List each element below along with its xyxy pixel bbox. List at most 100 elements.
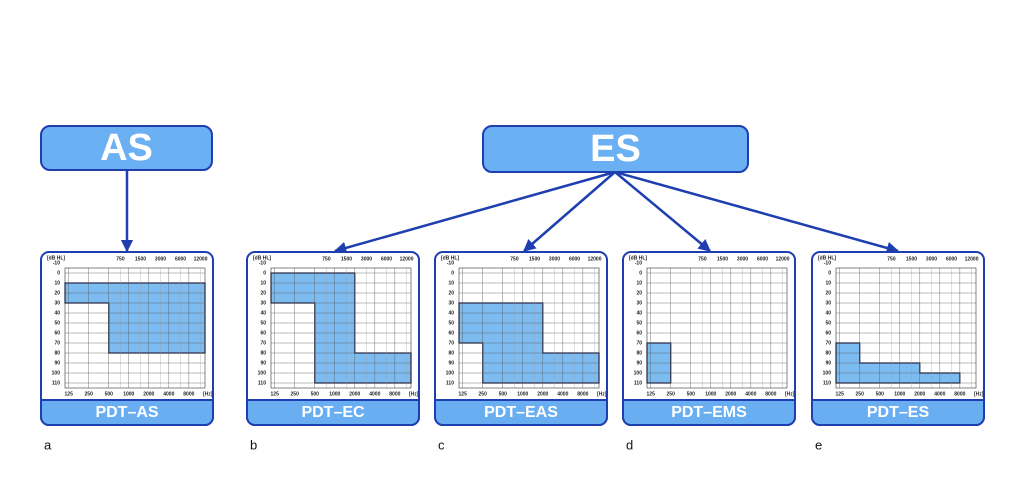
x-tick-label: 1000 [329, 391, 340, 397]
y-tick-label: 40 [54, 310, 60, 316]
x-tick-label: 4000 [163, 391, 174, 397]
node-box [482, 125, 749, 173]
x-tick-label: 3000 [926, 256, 937, 262]
x-tick-label: 250 [85, 391, 94, 397]
panel-label: PDT–EMS [671, 404, 747, 421]
y-tick-label: 0 [451, 270, 454, 276]
arrow [333, 170, 616, 254]
y-tick-label: 20 [54, 290, 60, 296]
x-tick-label: 1500 [906, 256, 917, 262]
y-unit: [dB HL] [629, 255, 647, 261]
plot-frame [64, 267, 206, 389]
y-tick-label: 40 [825, 310, 831, 316]
x-tick-label: 1000 [705, 391, 716, 397]
y-tick-label: 30 [260, 300, 266, 306]
x-tick-label: 1000 [894, 391, 905, 397]
plot-frame [646, 267, 788, 389]
plot-frame [270, 267, 412, 389]
y-tick-label: 60 [825, 330, 831, 336]
audiogram-panel: -10 0 10 20 30 40 50 60 70 80 90 100 110 125 250 500 100… [246, 251, 420, 452]
y-tick-label: 100 [446, 370, 455, 376]
y-tick-label: -10 [259, 260, 266, 266]
label-band [40, 399, 214, 426]
y-tick-label: 20 [636, 290, 642, 296]
y-tick-label: 70 [260, 340, 266, 346]
x-tick-label: 12000 [776, 256, 790, 262]
y-tick-label: -10 [53, 260, 60, 266]
x-tick-label: 8000 [765, 391, 776, 397]
x-tick-label: 1500 [529, 256, 540, 262]
y-tick-label: 30 [825, 300, 831, 306]
x-tick-label: 4000 [369, 391, 380, 397]
arrow [523, 171, 616, 252]
y-tick-label: 70 [54, 340, 60, 346]
y-tick-label: 100 [823, 370, 832, 376]
plot-frame [835, 267, 977, 389]
x-tick-label: 500 [105, 391, 114, 397]
x-tick-label: 12000 [588, 256, 602, 262]
x-tick-label: 3000 [155, 256, 166, 262]
y-tick-label: 90 [825, 360, 831, 366]
y-tick-label: 110 [52, 380, 60, 386]
x-tick-label: 750 [510, 256, 519, 262]
y-tick-label: 70 [636, 340, 642, 346]
y-tick-label: 80 [260, 350, 266, 356]
x-tick-label: 125 [647, 391, 656, 397]
x-tick-label: 1000 [123, 391, 134, 397]
x-tick-label: 1500 [135, 256, 146, 262]
label-band [434, 399, 608, 426]
x-tick-label: 8000 [389, 391, 400, 397]
x-tick-label: 750 [698, 256, 707, 262]
x-tick-label: 1500 [717, 256, 728, 262]
x-tick-label: 125 [836, 391, 845, 397]
panel-letter: c [438, 437, 445, 452]
x-tick-label: 8000 [954, 391, 965, 397]
y-tick-label: 90 [448, 360, 454, 366]
panel-label: PDT–EAS [484, 404, 558, 421]
x-tick-label: 4000 [557, 391, 568, 397]
panel-letter: d [626, 437, 633, 452]
x-tick-label: 4000 [745, 391, 756, 397]
y-tick-label: 0 [639, 270, 642, 276]
y-tick-label: 20 [825, 290, 831, 296]
y-tick-label: 60 [260, 330, 266, 336]
y-tick-label: 30 [636, 300, 642, 306]
x-tick-label: 6000 [946, 256, 957, 262]
x-tick-label: 6000 [381, 256, 392, 262]
y-tick-label: 10 [54, 280, 60, 286]
x-tick-label: 250 [667, 391, 676, 397]
y-tick-label: 40 [636, 310, 642, 316]
x-unit: [Hz] [974, 391, 984, 397]
y-tick-label: 10 [636, 280, 642, 286]
label-band [622, 399, 796, 426]
plot-frame [458, 267, 600, 389]
y-tick-label: 60 [448, 330, 454, 336]
x-tick-label: 3000 [737, 256, 748, 262]
panel-label: PDT–EC [301, 404, 365, 421]
y-tick-label: 0 [263, 270, 266, 276]
panel-label: PDT–ES [867, 404, 930, 421]
y-tick-label: 80 [54, 350, 60, 356]
y-tick-label: 20 [448, 290, 454, 296]
x-tick-label: 2000 [537, 391, 548, 397]
x-tick-label: 8000 [183, 391, 194, 397]
x-tick-label: 500 [499, 391, 508, 397]
y-tick-label: 90 [54, 360, 60, 366]
x-tick-label: 750 [887, 256, 896, 262]
x-tick-label: 8000 [577, 391, 588, 397]
y-tick-label: 30 [448, 300, 454, 306]
y-tick-label: 50 [260, 320, 266, 326]
x-tick-label: 250 [856, 391, 865, 397]
audiogram-panel: -10 0 10 20 30 40 50 60 70 80 90 100 110 125 250 500 100… [434, 251, 608, 452]
x-tick-label: 125 [459, 391, 468, 397]
y-tick-label: 100 [52, 370, 61, 376]
y-tick-label: 60 [54, 330, 60, 336]
node-label: AS [100, 127, 153, 169]
arrow [614, 170, 900, 254]
y-tick-label: 60 [636, 330, 642, 336]
label-band [811, 399, 985, 426]
label-band [246, 399, 420, 426]
x-tick-label: 6000 [569, 256, 580, 262]
y-tick-label: -10 [824, 260, 831, 266]
